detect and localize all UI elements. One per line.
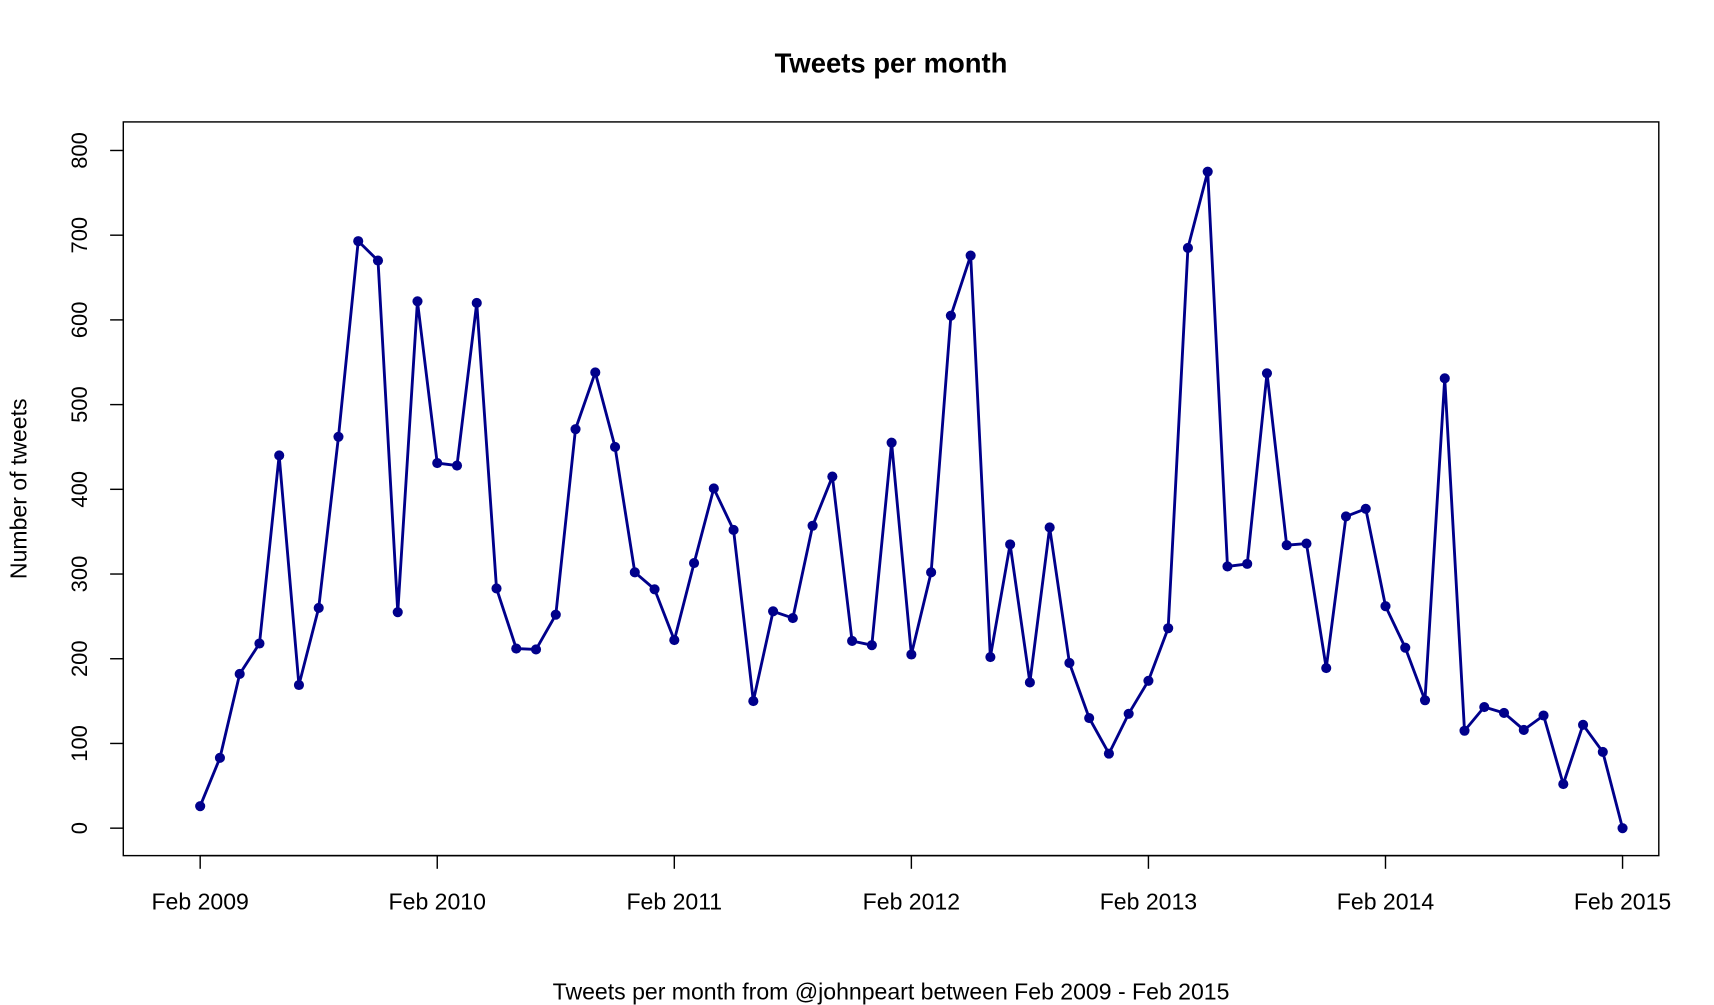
y-tick-label: 500 [67,386,92,423]
data-point [1617,823,1628,834]
x-axis: Feb 2009 Feb 2010 Feb 2011 Feb 2012 Feb 2013… [151,854,1671,914]
data-point [1360,503,1371,514]
data-point [1479,701,1490,713]
data-point [1202,166,1213,177]
data-point [353,236,364,247]
series-line [198,170,1624,829]
y-axis: 0 100 200 300 400 500 600 700 800 [67,132,125,834]
y-tick-label: 600 [67,302,92,339]
x-tick-label: Feb 2013 [1100,888,1197,914]
data-point [649,584,660,595]
data-point [886,437,897,448]
data-point [570,424,581,435]
data-point [1044,522,1055,533]
data-point [1163,623,1174,634]
y-tick-label: 300 [67,556,92,593]
y-tick-label: 0 [67,822,92,834]
data-point [372,255,384,266]
series-tweets [195,166,1628,834]
data-point [1281,540,1292,551]
data-point [1518,724,1529,735]
y-tick-label: 700 [67,217,92,254]
x-tick-label: Feb 2012 [863,888,960,914]
data-point [491,583,502,594]
data-point [1123,708,1134,719]
data-point [1321,663,1332,674]
data-point [254,638,265,649]
data-point [1400,642,1411,653]
data-point [530,644,542,655]
data-point [1143,675,1154,686]
data-point [471,297,482,309]
data-point [926,567,937,578]
data-point [728,524,739,536]
data-point [807,520,818,531]
data-point [550,609,561,620]
data-point [827,471,838,482]
data-point [689,557,700,569]
data-point [1340,511,1352,522]
data-point [313,602,324,613]
data-point [1498,707,1510,719]
data-point [708,483,719,494]
data-point [392,607,403,618]
data-point [1222,561,1233,572]
data-point [629,567,640,578]
data-point [412,296,423,307]
data-point [1084,712,1095,724]
y-axis-label: Number of tweets [6,398,32,579]
data-point [1419,695,1431,706]
y-tick-label: 400 [67,471,92,508]
chart-title: Tweets per month [775,47,1008,78]
data-point [906,649,917,660]
data-point [195,801,206,812]
data-point [451,460,463,471]
data-point [669,635,680,646]
data-point [1380,601,1391,612]
data-point [1261,368,1273,379]
y-tick-label: 200 [67,640,92,677]
data-point [234,668,245,680]
data-point [965,250,976,261]
data-point [214,752,225,763]
x-tick-label: Feb 2014 [1337,888,1435,914]
plot-frame [122,121,1660,857]
data-point [866,640,877,651]
data-point [511,643,522,654]
x-axis-label: Tweets per month from @johnpeart between… [553,979,1230,1005]
data-point [1301,538,1312,549]
data-point [432,458,443,469]
data-point [590,367,601,378]
data-point [293,679,305,691]
data-point [985,651,996,663]
data-point [1182,242,1193,253]
y-tick-label: 100 [67,725,92,762]
data-point [1064,657,1075,669]
x-tick-label: Feb 2009 [151,888,248,914]
data-point [787,613,798,624]
x-tick-label: Feb 2011 [626,888,722,914]
data-point [1005,539,1016,550]
data-point [1577,719,1589,730]
data-point [1459,725,1470,736]
data-point [1242,558,1253,569]
data-point [1597,746,1608,757]
data-point [847,635,858,647]
data-point [1024,677,1035,688]
data-point [748,696,759,707]
y-tick-label: 800 [67,132,92,169]
data-point [1439,373,1450,384]
data-point [945,310,956,321]
data-point [1558,779,1569,790]
x-tick-label: Feb 2010 [389,888,486,914]
data-point [333,431,344,442]
data-point [1538,710,1549,721]
data-point [274,450,285,461]
data-point [1103,748,1114,759]
x-tick-label: Feb 2015 [1574,888,1671,914]
data-point [768,606,779,617]
data-point [609,441,621,453]
